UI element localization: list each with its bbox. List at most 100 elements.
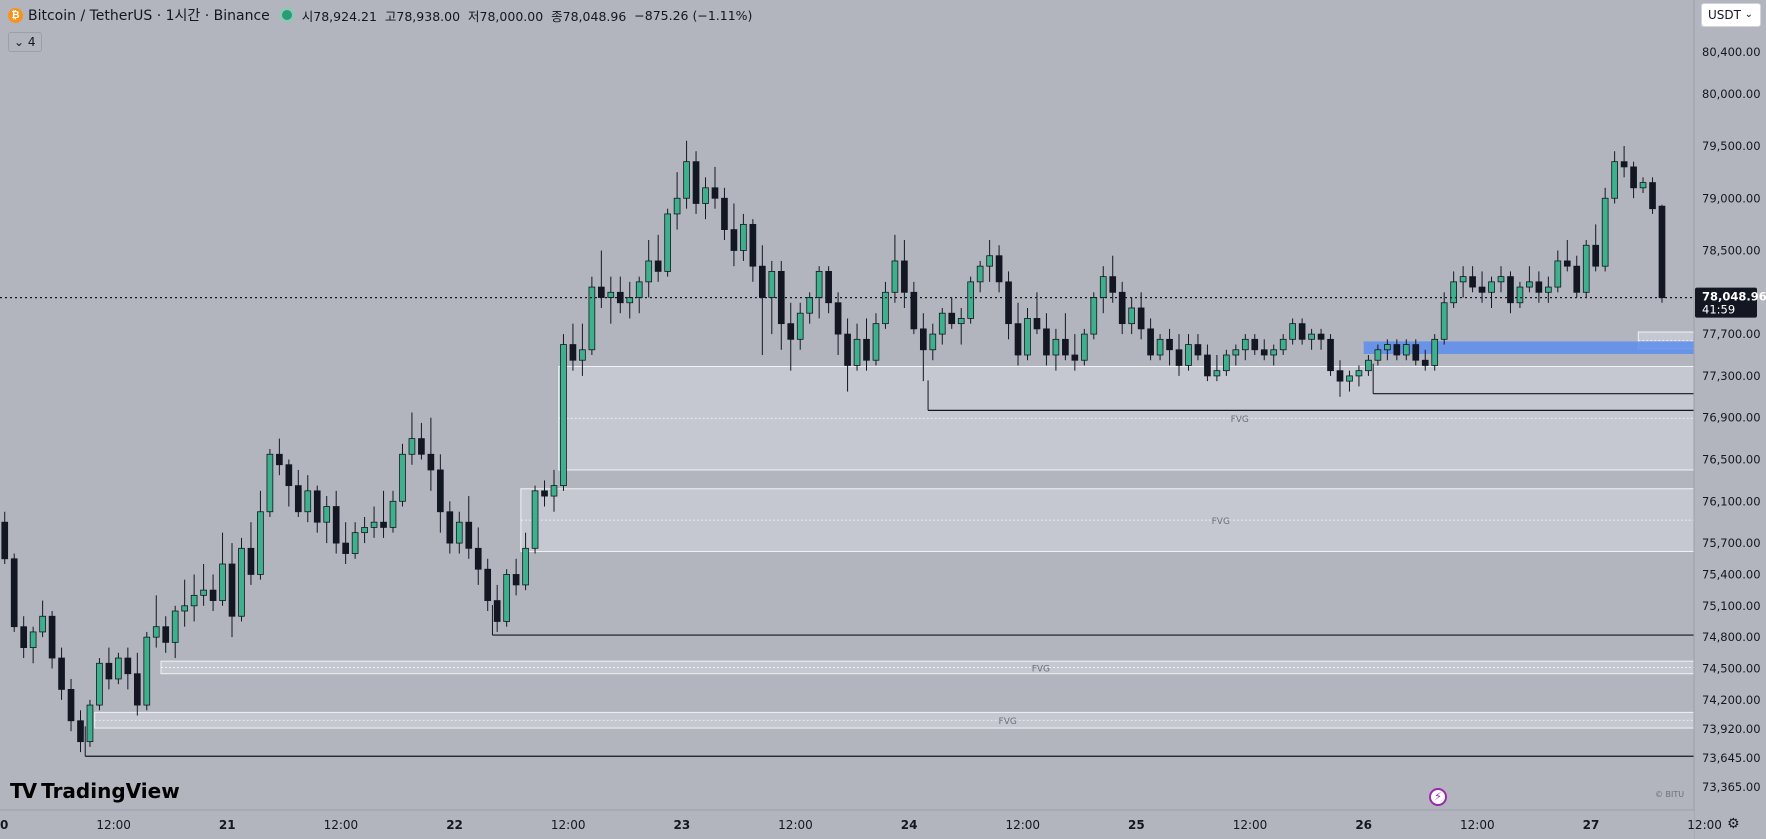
candle xyxy=(1166,328,1173,366)
candle-body xyxy=(399,453,406,502)
candle xyxy=(512,558,520,596)
candle xyxy=(1526,266,1533,293)
candle-body xyxy=(1128,307,1136,325)
candle xyxy=(247,522,255,585)
candle-body xyxy=(1611,161,1618,199)
candle-body xyxy=(919,328,927,351)
candle xyxy=(1033,292,1041,335)
candle-body xyxy=(1289,323,1296,340)
candle-body xyxy=(1232,349,1240,356)
tradingview-logo[interactable]: TV TradingView xyxy=(10,779,180,803)
candle xyxy=(380,490,387,538)
candle-body xyxy=(427,453,435,471)
candle xyxy=(1459,266,1467,298)
candle-body xyxy=(882,291,889,325)
logo-text: TradingView xyxy=(41,779,180,803)
candle xyxy=(29,626,37,664)
candle xyxy=(1052,328,1060,371)
candle-body xyxy=(39,615,46,633)
time-tick-label: 24 xyxy=(901,818,918,832)
candle-body xyxy=(1043,328,1050,356)
candle xyxy=(96,658,103,711)
candle xyxy=(1175,334,1183,376)
candle xyxy=(1592,224,1600,272)
price-tick-label: 77,700.00 xyxy=(1702,327,1761,341)
candle-body xyxy=(834,302,842,335)
candle xyxy=(901,240,908,308)
price-tick-label: 75,100.00 xyxy=(1702,599,1761,613)
candle-body xyxy=(550,485,558,497)
candle-body xyxy=(1118,291,1126,325)
candle xyxy=(1080,328,1088,366)
candle xyxy=(673,172,681,230)
symbol-title[interactable]: Bitcoin / TetherUS · 1시간 · Binance xyxy=(28,8,270,24)
candle-body xyxy=(901,260,908,293)
candle-body xyxy=(1185,344,1192,366)
candle-body xyxy=(1270,349,1278,356)
candle xyxy=(1497,266,1505,293)
price-tick-label: 77,300.00 xyxy=(1702,369,1761,383)
candle-body xyxy=(96,662,103,706)
candle-body xyxy=(740,223,747,251)
candle xyxy=(1431,334,1439,371)
candle xyxy=(484,558,492,612)
candle xyxy=(1563,240,1571,272)
candle-body xyxy=(266,453,274,513)
candle xyxy=(844,318,851,392)
settings-gear-icon[interactable]: ⚙ xyxy=(1727,816,1740,832)
flash-icon[interactable]: ⚡ xyxy=(1429,788,1447,806)
candle-body xyxy=(853,338,861,366)
candle-body xyxy=(607,291,615,298)
candle xyxy=(1099,266,1107,314)
candle xyxy=(20,616,28,659)
ohlc-open: 시78,924.21 xyxy=(301,8,377,24)
fvg-zone xyxy=(520,488,1766,552)
candle xyxy=(361,516,368,544)
indicators-toggle[interactable]: ⌄ 4 xyxy=(8,32,42,52)
market-status-icon[interactable] xyxy=(279,8,294,22)
candle-body xyxy=(664,213,671,272)
candle xyxy=(986,240,993,282)
candle-body xyxy=(1336,370,1344,382)
candle-body xyxy=(1592,244,1600,267)
candle-body xyxy=(465,521,473,549)
candle xyxy=(77,710,84,753)
currency-unit-select[interactable]: USDT ⌄ xyxy=(1701,3,1761,27)
candle xyxy=(891,234,899,303)
candle-body xyxy=(238,547,245,617)
candle-body xyxy=(1412,344,1420,361)
candle-body xyxy=(967,281,975,319)
candle xyxy=(86,699,94,747)
candle-body xyxy=(1080,333,1088,361)
candle xyxy=(882,281,889,329)
price-tick-label: 76,100.00 xyxy=(1702,494,1761,508)
candle-body xyxy=(569,344,577,361)
candle-body xyxy=(711,187,719,199)
candle xyxy=(190,574,198,622)
candle-body xyxy=(910,291,918,330)
watermark: © BITU xyxy=(1655,790,1685,799)
candle-body xyxy=(995,255,1003,283)
candle xyxy=(1469,266,1476,293)
candle-body xyxy=(1052,338,1060,356)
candle xyxy=(1412,339,1420,366)
price-tick-label: 79,000.00 xyxy=(1702,191,1761,205)
candle-body xyxy=(143,636,151,706)
fvg-label: FVG xyxy=(999,717,1017,727)
candle-body xyxy=(749,223,757,267)
candle xyxy=(1213,355,1221,382)
candle xyxy=(853,323,861,371)
candle-body xyxy=(1024,318,1031,356)
candle-body xyxy=(294,485,302,513)
candle xyxy=(1421,349,1429,371)
time-tick-label: 26 xyxy=(1355,818,1372,832)
time-tick-label: 12:00 xyxy=(324,818,359,832)
bpr-zone xyxy=(1363,341,1734,354)
price-tick-label: 76,500.00 xyxy=(1702,453,1761,467)
candle xyxy=(304,475,312,523)
candle xyxy=(863,318,870,371)
candle-body xyxy=(626,297,634,304)
candle xyxy=(48,611,56,669)
candle xyxy=(815,266,823,319)
